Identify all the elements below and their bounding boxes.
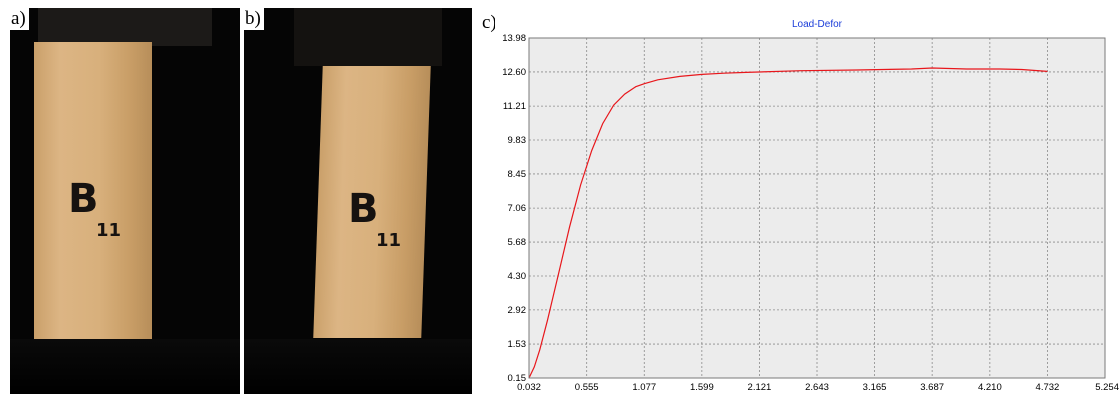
x-tick-label: 3.165 [863,382,887,393]
wood-specimen [34,42,152,342]
panel-label-b: b) [244,8,264,30]
y-tick-label: 4.30 [508,271,527,282]
lower-platen [10,339,240,394]
y-tick-label: 5.68 [508,237,527,248]
y-tick-label: 1.53 [508,339,527,350]
x-tick-label: 0.555 [575,382,599,393]
x-tick-label: 5.254 [1095,382,1119,393]
y-tick-label: 2.92 [508,305,527,316]
x-tick-label: 4.210 [978,382,1002,393]
photo-panel-b: B 11 b) [244,8,472,394]
specimen-mark: B [68,176,99,222]
x-tick-label: 2.643 [805,382,829,393]
specimen-mark-sub: 11 [96,220,122,241]
plot-border [528,37,1106,379]
x-tick-label: 4.732 [1036,382,1060,393]
y-tick-label: 7.06 [508,203,527,214]
specimen-mark-sub: 11 [376,230,402,251]
x-tick-label: 1.077 [632,382,656,393]
specimen-mark: B [348,186,379,232]
x-tick-label: 1.599 [690,382,714,393]
x-axis-ticks: 0.032 0.555 1.077 1.599 2.121 2.643 3.165 3.687… [517,382,1119,393]
x-tick-label: 0.032 [517,382,541,393]
x-tick-label: 2.121 [748,382,772,393]
panel-label-a: a) [10,8,29,30]
y-tick-label: 9.83 [508,135,527,146]
photo-panel-a: B 11 a) [10,8,240,394]
y-tick-label: 12.60 [502,67,526,78]
upper-platen [294,8,442,66]
y-tick-label: 8.45 [508,169,527,180]
chart-title: Load-Defor [792,19,843,30]
y-tick-label: 13.98 [502,33,526,44]
x-tick-label: 3.687 [920,382,944,393]
panel-label-c: c) [482,12,497,33]
y-axis-ticks: 0.15 1.53 2.92 4.30 5.68 7.06 8.45 9.83 11.21 12.… [502,33,526,384]
y-tick-label: 0.15 [508,373,527,384]
load-deformation-chart: Load-Defor 0.15 1.53 2.92 4.30 5.68 7.06 8.45 9… [495,8,1120,394]
lower-platen [244,339,472,394]
upper-platen [38,8,212,46]
load-deformation-line [528,67,1048,379]
y-tick-label: 11.21 [503,101,526,112]
